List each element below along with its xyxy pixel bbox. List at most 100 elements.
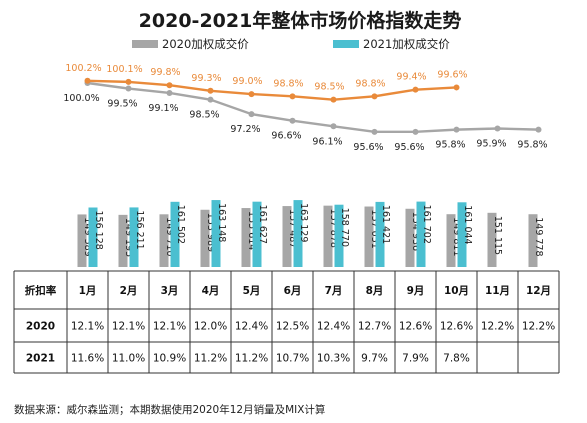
bar-label-2021: 158 770 [339,208,350,247]
line-2021-label: 99.4% [396,72,426,83]
x-tick-label: 1月 [79,285,97,297]
table-cell: 12.6% [399,321,432,333]
x-tick-label: 3月 [161,285,179,297]
line-2021-point [453,84,460,91]
table-cell: 12.4% [235,321,268,333]
line-2021-point [84,77,91,84]
line-2020-point [371,128,378,135]
bar-label-2020: 157 878 [328,209,339,248]
bar-label-2020: 154 936 [410,212,421,251]
bar-2020 [241,208,251,267]
bar-label-2020: 157 487 [287,209,298,248]
x-tick-label: 2月 [120,285,138,297]
bar-2020 [487,212,497,267]
line-2020-point [166,89,173,96]
bar-2020 [118,214,128,267]
line-2021-point [248,91,255,98]
line-2021-point [371,93,378,100]
line-2020-point [330,123,337,130]
bar-2020 [405,208,415,267]
bar-2021 [129,207,139,267]
bar-2021 [88,207,98,267]
line-2021-label: 98.5% [314,82,344,93]
line-2021-point [125,78,132,85]
table-corner-label: 折扣率 [25,284,57,297]
bar-group: 149 589 156 128 149 195 156 211 149 710 161 5… [77,200,544,267]
line-2020-point [412,128,419,135]
bar-label-2021: 156 211 [134,210,145,249]
discount-table: 折扣率 1月 2月 3月 4月 5月 6月 7月 8月 9月 10月 11月 12月 2020 12.1% 1… [13,270,560,374]
x-tick-label: 10月 [444,285,469,297]
table-cell: 7.8% [443,353,470,365]
line-2021-label: 100.2% [65,63,101,74]
table-cell: 11.0% [112,353,145,365]
table-cell: 12.0% [194,321,227,333]
legend-label-2020: 2020加权成交价 [162,37,249,51]
line-2021-label: 99.0% [232,76,262,87]
table-cell: 11.2% [194,353,227,365]
table-cell: 11.6% [71,353,104,365]
bar-label-2021: 161 627 [257,205,268,244]
table-cell: 12.1% [112,321,145,333]
line-2020-label: 95.9% [476,139,506,150]
x-tick-label: 5月 [243,285,261,297]
table-cell: 10.9% [153,353,186,365]
x-tick-label: 4月 [202,285,220,297]
bar-2021 [416,201,426,267]
line-2020-label: 98.5% [189,110,219,121]
bar-2021 [334,204,344,267]
line-2021 [87,79,457,101]
line-2020-label: 95.8% [435,140,465,151]
table-cell: 10.7% [276,353,309,365]
bar-label-2020: 149 811 [451,217,462,256]
bar-label-2020: 157 051 [369,210,380,249]
line-2020-label: 97.2% [230,124,260,135]
table-cell: 12.5% [276,321,309,333]
bar-2021 [211,200,221,267]
line-2020-point [535,126,542,133]
bar-2020 [446,214,456,267]
table-cell: 12.2% [481,321,514,333]
line-2021-point [330,96,337,103]
bar-label-2021: 161 421 [380,205,391,244]
bar-2020 [528,214,538,267]
line-2020-point [494,125,501,132]
x-tick-label: 6月 [284,285,302,297]
line-2020 [87,81,539,134]
bar-2020 [282,206,292,267]
bar-2020 [159,214,169,267]
line-2020-point [207,96,214,103]
line-2020-point [453,126,460,133]
bar-label-2021: 156 128 [93,211,104,250]
line-2020-label: 95.6% [394,142,424,153]
data-source-note: 数据来源：威尔森监测；本期数据使用2020年12月销量及MIX计算 [14,403,325,416]
line-2020-label: 100.0% [63,93,99,104]
bar-2021 [252,201,262,267]
line-2020-point [125,85,132,92]
bar-label-2021: 163 148 [216,203,227,242]
bar-2021 [457,202,467,267]
line-2020-label: 96.1% [312,136,342,147]
bar-label-2021: 163 129 [298,203,309,242]
x-tick-label: 11月 [485,285,510,297]
x-tick-label: 9月 [407,285,425,297]
table-cell: 12.6% [440,321,473,333]
legend-swatch-2021 [333,40,359,48]
bar-2020 [364,206,374,267]
bar-2020 [323,205,333,267]
line-2020-label: 95.8% [517,140,547,151]
line-2021-label: 99.8% [150,67,180,78]
x-tick-label: 7月 [325,285,343,297]
bar-2020 [200,209,210,267]
table-cell: 10.3% [317,353,350,365]
table-row-label: 2020 [26,321,55,333]
bar-label-2020: 149 710 [164,217,175,256]
line-2020-label: 99.5% [107,99,137,110]
table-cell: 12.4% [317,321,350,333]
table-cell: 9.7% [361,353,388,365]
line-2021-label: 98.8% [355,78,385,89]
legend-swatch-2020 [132,40,158,48]
legend: 2020加权成交价 2021加权成交价 [132,37,450,51]
line-2021-point [412,86,419,93]
line-group: 100.0% 99.5% 99.1% 98.5% 97.2% 96.6% 96.1% 95.6… [63,63,547,153]
